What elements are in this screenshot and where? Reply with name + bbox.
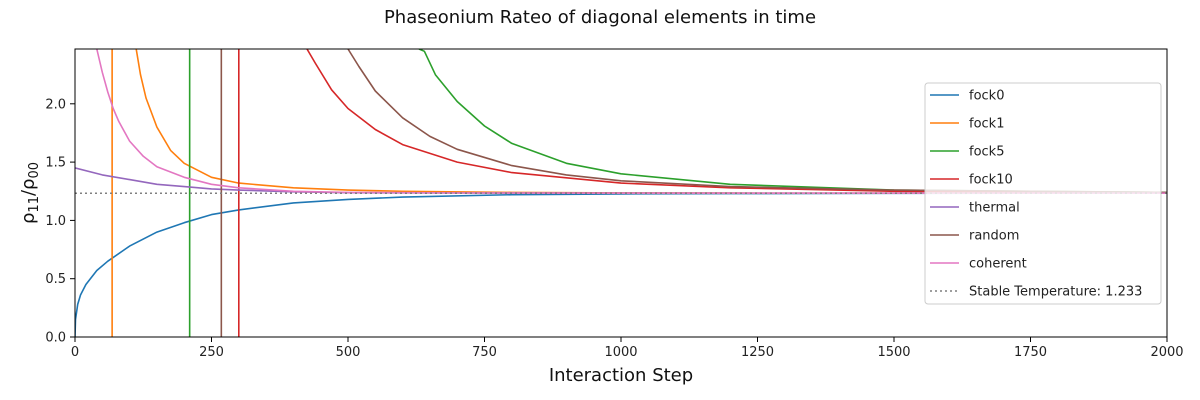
x-tick-label: 250 (199, 345, 224, 360)
series-fock5-line (418, 49, 1167, 194)
x-tick-label: 1250 (741, 345, 774, 360)
y-axis-label: ρ11/ρ00 (18, 162, 42, 224)
legend-label-fock10: fock10 (969, 173, 1013, 188)
series-layer (75, 49, 1167, 337)
y-tick-label: 1.0 (45, 214, 66, 229)
x-tick-label: 1750 (1014, 345, 1047, 360)
y-tick-label: 2.0 (45, 97, 66, 112)
chart-title: Phaseonium Rateo of diagonal elements in… (384, 7, 816, 28)
series-fock0-line (75, 192, 1167, 337)
x-tick-label: 1000 (604, 345, 637, 360)
y-label-rho: ρ (18, 213, 39, 224)
x-tick-label: 0 (71, 345, 79, 360)
legend-label-fock0: fock0 (969, 89, 1004, 104)
x-axis-label: Interaction Step (549, 365, 693, 386)
x-tick-label: 2000 (1150, 345, 1183, 360)
legend: fock0 fock1 fock5 fock10 thermal random cohere… (924, 82, 1162, 305)
series-random-line (347, 49, 1167, 194)
legend-label-thermal: thermal (969, 201, 1020, 216)
y-tick-label: 0.0 (45, 331, 66, 346)
y-label-sub-11: 11 (27, 196, 42, 213)
y-tick-label: 0.5 (45, 272, 66, 287)
x-tick-label: 1500 (877, 345, 910, 360)
legend-label-fock5: fock5 (969, 145, 1004, 160)
x-tick-label: 750 (472, 345, 497, 360)
legend-label-coherent: coherent (969, 257, 1027, 272)
x-tick-label: 500 (336, 345, 361, 360)
x-axis-ticks: 0 250 500 750 1000 1250 1500 1750 2000 (71, 337, 1184, 360)
series-fock10-line (306, 49, 1167, 194)
y-label-sep: /ρ (18, 179, 39, 197)
legend-label-random: random (969, 229, 1019, 244)
legend-label-stable-temperature-1-233: Stable Temperature: 1.233 (969, 285, 1142, 300)
series-coherent-line (96, 49, 1167, 194)
legend-box (924, 82, 1162, 305)
y-tick-label: 1.5 (45, 156, 66, 171)
y-label-sub-00: 00 (27, 162, 42, 179)
legend-label-fock1: fock1 (969, 117, 1004, 132)
y-axis-ticks: 0.0 0.5 1.0 1.5 2.0 (45, 97, 75, 346)
